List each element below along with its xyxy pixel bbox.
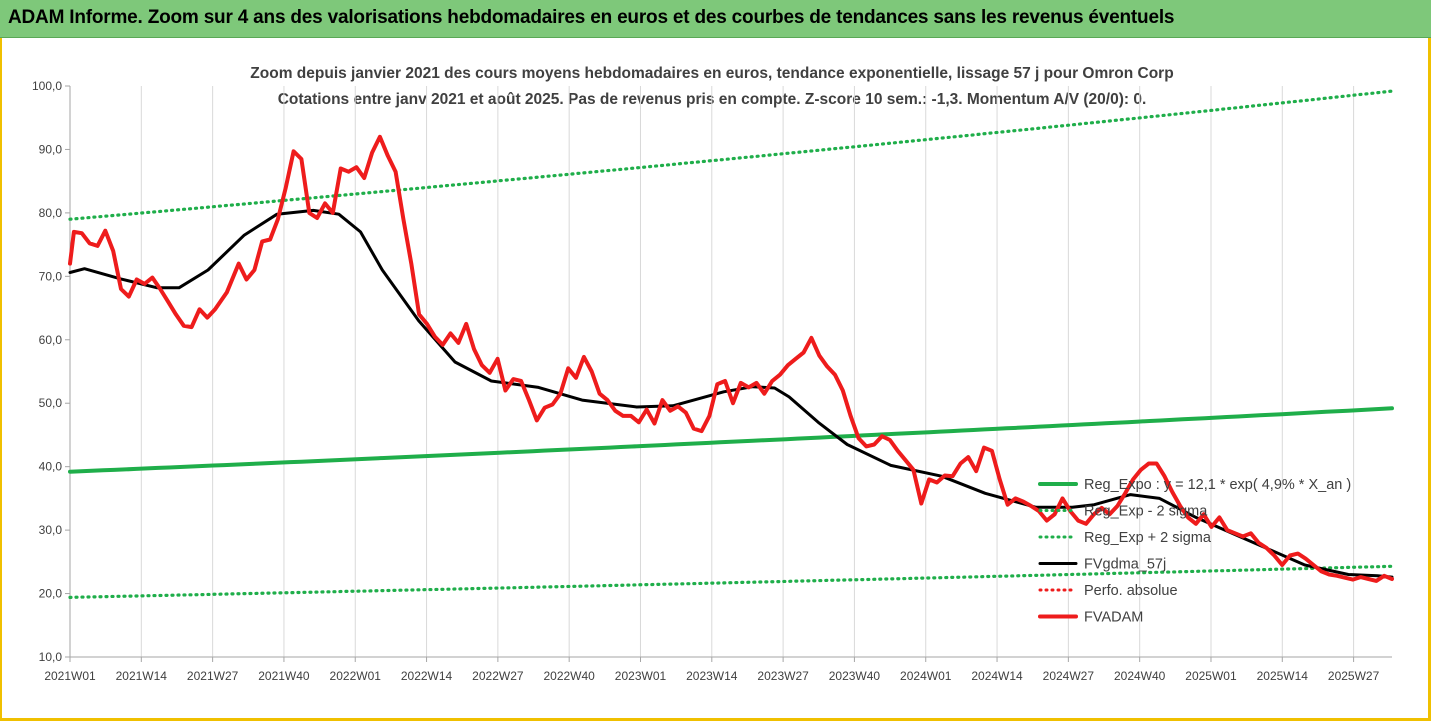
x-tick-label: 2021W14 — [116, 669, 168, 683]
x-tick-label: 2022W40 — [543, 669, 595, 683]
plot-area — [68, 89, 1394, 599]
legend-label: Reg_Exp + 2 sigma — [1084, 530, 1212, 546]
x-tick-label: 2022W27 — [472, 669, 524, 683]
x-tick-label: 2025W14 — [1257, 669, 1309, 683]
x-tick-label: 2025W27 — [1328, 669, 1380, 683]
y-tick-label: 90,0 — [39, 142, 63, 156]
y-axis: 10,0 20,0 30,0 40,0 50,0 60,0 70,0 80,0 90,0 100,… — [32, 79, 71, 664]
report-banner: ADAM Informe. Zoom sur 4 ans des valoris… — [0, 0, 1431, 38]
x-tick-label: 2021W40 — [258, 669, 310, 683]
y-tick-label: 100,0 — [32, 79, 62, 93]
series-line-0 — [68, 406, 1394, 474]
x-tick-label: 2023W14 — [686, 669, 738, 683]
y-tick-label: 50,0 — [39, 396, 63, 410]
x-tick-label: 2024W40 — [1114, 669, 1166, 683]
x-tick-label: 2025W01 — [1185, 669, 1237, 683]
chart-grid — [69, 86, 1355, 657]
legend-label: Perfo. absolue — [1084, 583, 1178, 599]
series-line-2 — [68, 89, 1394, 221]
x-tick-label: 2024W01 — [900, 669, 952, 683]
y-tick-label: 20,0 — [39, 587, 63, 601]
chart-frame — [0, 38, 1431, 721]
y-tick-label: 70,0 — [39, 269, 63, 283]
x-tick-label: 2021W27 — [187, 669, 239, 683]
price-line — [68, 134, 1394, 583]
report-title: ADAM Informe. Zoom sur 4 ans des valoris… — [8, 7, 1175, 28]
x-tick-label: 2021W01 — [44, 669, 96, 683]
chart-title: Zoom depuis janvier 2021 des cours moyen… — [250, 65, 1173, 82]
y-tick-label: 30,0 — [39, 523, 63, 537]
legend-label: Reg_Expo : y = 12,1 * exp( 4,9% * X_an ) — [1084, 477, 1351, 493]
chart-legend: Reg_Expo : y = 12,1 * exp( 4,9% * X_an )… — [1038, 477, 1351, 626]
legend-label: FVgdma_57j — [1084, 557, 1166, 573]
x-tick-label: 2023W40 — [829, 669, 881, 683]
legend-label: Reg_Exp - 2 sigma — [1084, 504, 1208, 520]
y-tick-label: 40,0 — [39, 460, 63, 474]
x-tick-label: 2022W14 — [401, 669, 453, 683]
x-tick-label: 2022W01 — [330, 669, 382, 683]
y-tick-label: 10,0 — [39, 650, 63, 664]
x-tick-label: 2023W27 — [757, 669, 809, 683]
x-tick-label: 2023W01 — [615, 669, 667, 683]
legend-label: FVADAM — [1084, 610, 1143, 626]
y-tick-label: 60,0 — [39, 333, 63, 347]
x-axis: 2021W01 2021W14 2021W27 2021W40 2022W01 2022W… — [44, 656, 1392, 683]
x-tick-label: 2024W14 — [971, 669, 1023, 683]
y-tick-label: 80,0 — [39, 206, 63, 220]
x-tick-label: 2024W27 — [1043, 669, 1095, 683]
series-line-1 — [68, 564, 1394, 599]
